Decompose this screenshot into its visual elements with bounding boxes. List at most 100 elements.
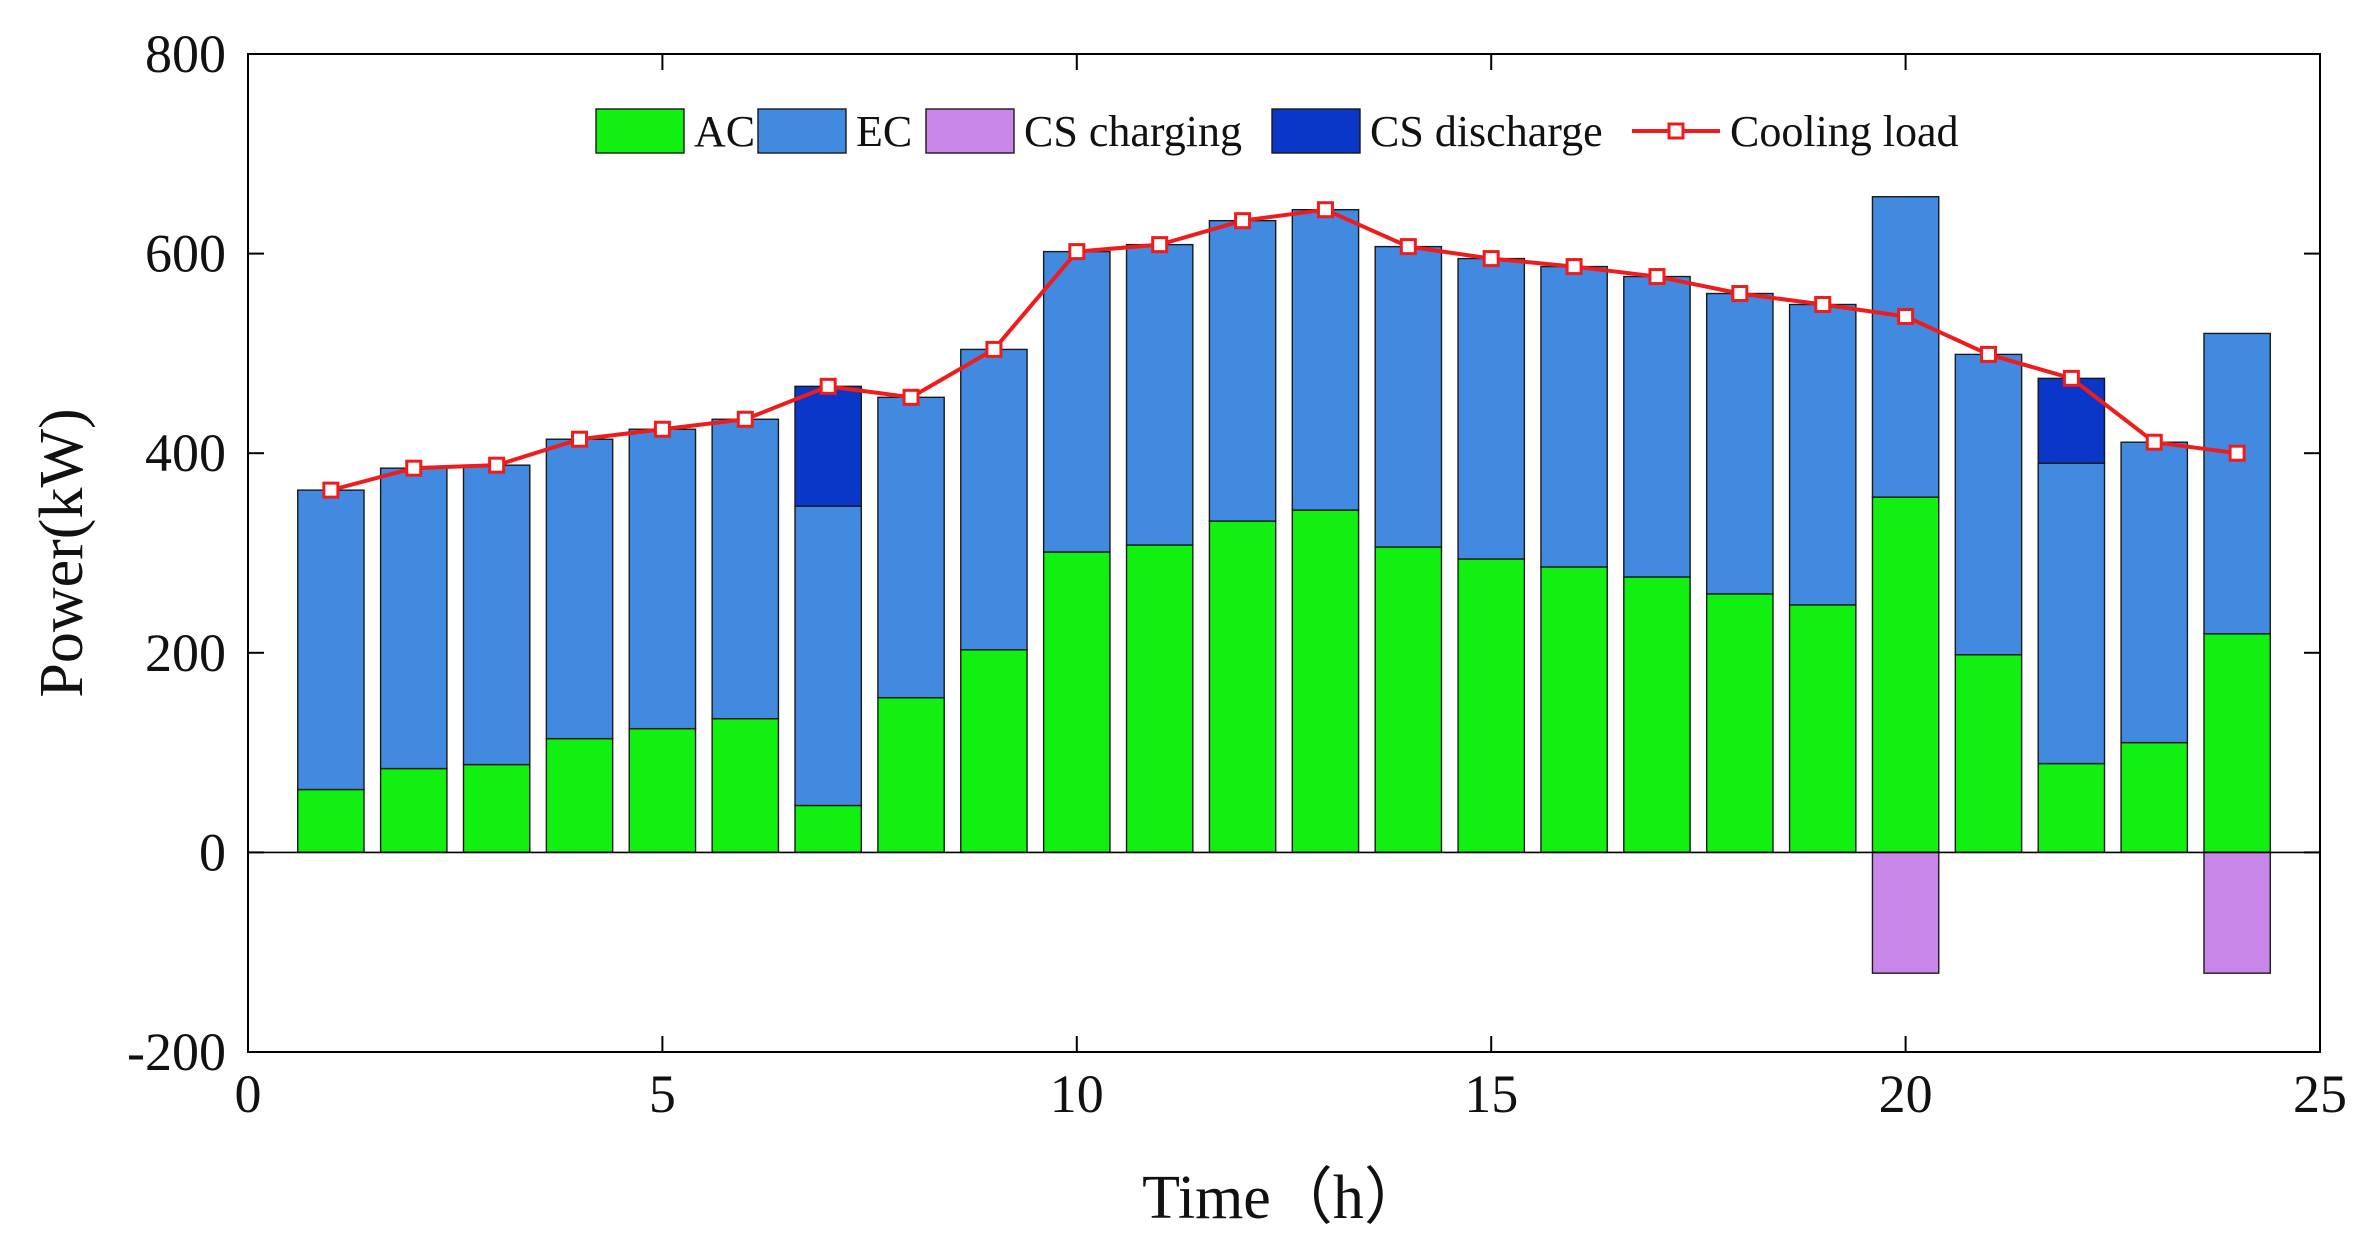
cooling-load-point-23: [2145, 433, 2163, 451]
legend-label-cs-discharge: CS discharge: [1370, 107, 1603, 156]
bar-cs-discharge-7: [794, 385, 863, 507]
bar-ac-17: [1623, 576, 1691, 854]
x-tick-label-0: 0: [235, 1064, 262, 1124]
x-tick-label-25: 25: [2293, 1064, 2347, 1124]
bars-layer: [297, 196, 2271, 974]
bar-ac-19: [1788, 604, 1857, 854]
cooling-load-point-18: [1731, 285, 1749, 303]
bar-ac-20: [1871, 496, 1940, 854]
legend-label-ec: EC: [856, 107, 912, 156]
bar-ac-9: [960, 649, 1028, 854]
bar-ec-13: [1291, 208, 1360, 511]
bar-ec-9: [960, 348, 1028, 651]
cooling-load-point-3: [488, 456, 506, 474]
bar-ec-16: [1540, 265, 1608, 568]
cooling-load-point-4: [571, 430, 589, 448]
bar-ec-11: [1125, 243, 1194, 546]
bar-ec-22: [2037, 462, 2106, 765]
legend-label-cooling-load: Cooling load: [1730, 107, 1959, 156]
bar-ac-15: [1457, 558, 1526, 854]
cooling-load-point-19: [1814, 295, 1832, 313]
x-axis-title: Time（h）: [1142, 1164, 1426, 1232]
bar-ec-12: [1208, 219, 1277, 522]
y-tick-label-400: 400: [145, 423, 226, 483]
bar-ac-12: [1208, 520, 1277, 854]
bar-ac-4: [545, 737, 614, 854]
bar-ac-24: [2203, 633, 2271, 854]
cooling-load-point-20: [1897, 307, 1915, 325]
cooling-load-point-1: [322, 481, 340, 499]
bar-ac-6: [711, 717, 780, 854]
y-axis-title: Power(kW): [28, 408, 96, 697]
bar-ec-10: [1042, 250, 1111, 553]
bar-ac-3: [462, 763, 531, 854]
bar-ac-5: [628, 727, 697, 854]
y-tick-label-600: 600: [145, 224, 226, 284]
legend-swatch-ec: [757, 108, 847, 154]
bar-ec-1: [297, 489, 365, 791]
cooling-load-point-6: [736, 410, 754, 428]
cooling-load-point-24: [2228, 444, 2246, 462]
y-tick-label--200: -200: [127, 1022, 226, 1082]
legend-label-cs-charging: CS charging: [1024, 107, 1242, 156]
cooling-load-point-16: [1565, 258, 1583, 276]
y-tick-label-200: 200: [145, 623, 226, 683]
cooling-load-point-7: [819, 377, 837, 395]
bar-ec-24: [2203, 332, 2271, 635]
cooling-load-line: [330, 207, 2238, 493]
line-layer: [322, 201, 2246, 499]
cooling-load-point-21: [1979, 345, 1997, 363]
bar-cs-discharge-22: [2037, 377, 2106, 464]
bar-ac-1: [297, 788, 365, 854]
bar-ec-4: [545, 438, 614, 740]
cooling-load-point-15: [1482, 250, 1500, 268]
cooling-load-point-11: [1151, 236, 1169, 254]
cooling-load-point-13: [1316, 201, 1334, 219]
bar-ec-3: [462, 464, 531, 766]
cooling-load-point-14: [1399, 238, 1417, 256]
bar-ec-18: [1705, 292, 1774, 595]
bar-ec-8: [877, 396, 945, 699]
bar-ec-19: [1788, 303, 1857, 606]
cooling-load-point-12: [1234, 212, 1252, 230]
legend-marker-cooling-load: [1667, 122, 1685, 140]
bar-cs-charging-24: [2203, 851, 2271, 974]
bar-ac-21: [1954, 654, 2023, 854]
bar-ec-2: [379, 467, 448, 770]
cooling-load-point-22: [2062, 369, 2080, 387]
legend-swatch-cs-discharge: [1271, 108, 1361, 154]
y-tick-label-800: 800: [145, 24, 226, 84]
x-tick-label-5: 5: [649, 1064, 676, 1124]
bar-ac-16: [1540, 566, 1608, 854]
bar-ac-2: [379, 767, 448, 854]
bar-ac-13: [1291, 509, 1360, 854]
bar-ac-14: [1374, 546, 1443, 854]
plot-frame: [247, 53, 2321, 1053]
bar-ac-22: [2037, 762, 2106, 854]
cooling-load-point-10: [1068, 243, 1086, 261]
bar-ac-11: [1125, 544, 1194, 854]
axes-layer: 0 5 10 15 20 25-2000200400600800Time（h）Power(…: [28, 24, 2347, 1232]
cooling-load-point-8: [902, 388, 920, 406]
cooling-load-point-5: [653, 420, 671, 438]
bar-ac-18: [1705, 593, 1774, 854]
bar-ec-15: [1457, 257, 1526, 560]
bar-ec-14: [1374, 245, 1443, 548]
bar-ac-8: [877, 697, 945, 854]
bar-ec-6: [711, 418, 780, 720]
x-tick-label-15: 15: [1464, 1064, 1518, 1124]
legend-label-ac: AC: [694, 107, 755, 156]
bar-ec-5: [628, 428, 697, 730]
bar-ac-7: [794, 804, 863, 854]
bar-ec-7: [794, 505, 863, 807]
legend: AC EC CS charging CS discharge Cooling load: [595, 107, 1959, 156]
y-tick-label-0: 0: [199, 822, 226, 882]
bar-ec-21: [1954, 353, 2023, 656]
legend-swatch-cs-charging: [925, 108, 1015, 154]
cooling-load-point-17: [1648, 268, 1666, 286]
bar-cs-charging-20: [1871, 851, 1940, 974]
bar-ac-10: [1042, 551, 1111, 854]
cooling-load-point-9: [985, 340, 1003, 358]
